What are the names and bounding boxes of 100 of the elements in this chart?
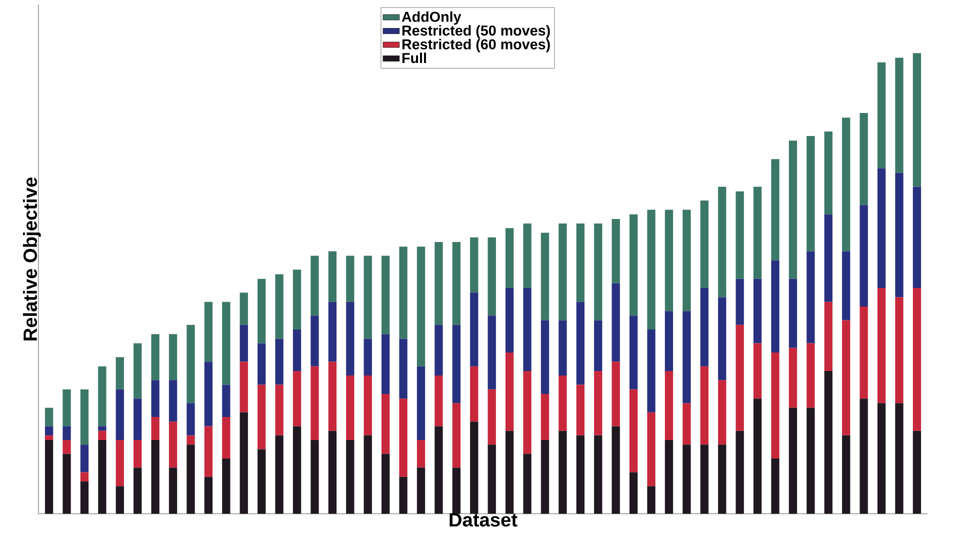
bar xyxy=(594,320,602,371)
bar xyxy=(877,168,886,288)
bar xyxy=(806,343,815,408)
bar xyxy=(62,389,71,426)
bar xyxy=(664,370,674,440)
bar xyxy=(594,223,602,320)
bar xyxy=(771,352,780,458)
bar xyxy=(328,302,337,362)
bar xyxy=(576,384,585,436)
bar xyxy=(612,426,620,514)
bar xyxy=(240,292,248,325)
bar xyxy=(382,394,390,454)
bar xyxy=(700,366,708,444)
bar xyxy=(912,288,922,431)
bar xyxy=(399,246,408,339)
bar xyxy=(292,370,302,426)
bar xyxy=(44,408,54,426)
bar xyxy=(44,440,54,514)
legend-label: Restricted (50 moves) xyxy=(402,24,550,38)
bar xyxy=(80,472,89,482)
bar xyxy=(151,440,160,514)
bar xyxy=(452,324,461,404)
bar xyxy=(842,251,850,320)
bar xyxy=(186,324,195,404)
bar xyxy=(629,389,638,472)
bar xyxy=(788,140,798,279)
bar xyxy=(540,440,550,514)
bar xyxy=(470,237,478,293)
bar xyxy=(488,444,496,514)
bar xyxy=(700,288,708,366)
bar xyxy=(736,191,744,279)
bar xyxy=(222,416,230,458)
bar xyxy=(824,131,832,214)
bar xyxy=(558,430,567,514)
bar xyxy=(186,403,195,436)
bar xyxy=(134,468,142,514)
bar xyxy=(647,329,656,412)
bar xyxy=(116,389,124,440)
bar xyxy=(452,242,461,325)
bar xyxy=(292,329,302,371)
bar xyxy=(346,440,354,514)
bar xyxy=(824,302,832,371)
bar xyxy=(505,352,514,431)
bar xyxy=(204,476,213,514)
bar xyxy=(505,228,514,288)
bar xyxy=(877,62,886,168)
bar xyxy=(806,251,815,344)
bar xyxy=(629,316,638,390)
bar xyxy=(222,302,230,385)
bar xyxy=(168,380,178,422)
bar xyxy=(382,334,390,394)
bar xyxy=(664,210,674,311)
bar xyxy=(434,324,443,376)
bar xyxy=(168,421,178,468)
bar xyxy=(647,486,656,514)
bar xyxy=(558,223,567,320)
bar xyxy=(399,338,408,398)
x-axis-title: Dataset xyxy=(450,513,518,526)
bar xyxy=(44,435,54,440)
bar xyxy=(151,380,160,417)
bar xyxy=(399,398,408,477)
bar xyxy=(434,242,443,325)
bar xyxy=(488,389,496,444)
bar xyxy=(470,421,478,514)
bar xyxy=(44,426,54,436)
bar xyxy=(310,316,319,366)
bar xyxy=(612,283,620,362)
bar xyxy=(505,288,514,352)
bar xyxy=(204,302,213,362)
bar xyxy=(718,380,726,444)
bar xyxy=(186,435,195,444)
bar xyxy=(240,362,248,412)
bar xyxy=(523,370,532,454)
legend-label: Restricted (60 moves) xyxy=(402,38,550,52)
bar xyxy=(895,297,904,404)
bar xyxy=(310,366,319,440)
bar xyxy=(860,204,868,306)
bar xyxy=(558,320,567,376)
bar xyxy=(222,384,230,417)
legend-label: Full xyxy=(402,52,426,63)
bar xyxy=(470,292,478,366)
bar xyxy=(328,430,337,514)
bar xyxy=(98,426,106,431)
bar xyxy=(647,210,656,330)
bar xyxy=(416,468,426,514)
bar xyxy=(134,440,142,468)
bar xyxy=(116,440,124,486)
bar xyxy=(434,426,443,514)
bar xyxy=(275,338,284,385)
bar xyxy=(116,486,124,514)
bar xyxy=(736,324,744,431)
bar xyxy=(753,186,762,279)
bar xyxy=(134,343,142,398)
bar xyxy=(416,440,426,468)
bar xyxy=(842,117,850,252)
bar xyxy=(62,454,71,514)
bar xyxy=(62,426,71,440)
bar xyxy=(328,251,337,302)
bar xyxy=(204,426,213,477)
bar xyxy=(116,356,124,390)
